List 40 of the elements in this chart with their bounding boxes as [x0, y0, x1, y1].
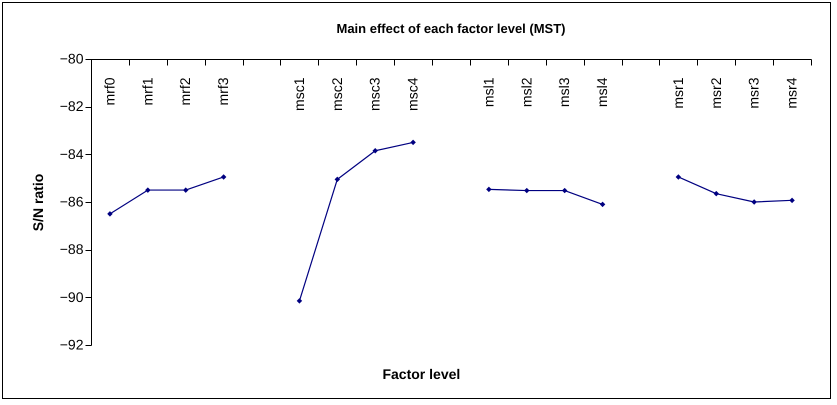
point: [220, 174, 226, 180]
x-tick-label: msl1: [480, 77, 496, 108]
x-tick-label: msl4: [594, 77, 610, 108]
x-tick-label: mrf1: [139, 77, 156, 106]
point: [410, 140, 416, 146]
y-tick-label: −92: [60, 336, 84, 352]
y-tick-label: −88: [60, 241, 84, 258]
x-tick-label: msc4: [404, 77, 421, 111]
y-axis-title: S/N ratio: [30, 174, 46, 232]
point: [334, 176, 340, 182]
x-tick-label: msc1: [290, 77, 307, 111]
point: [789, 198, 795, 204]
y-tick-label: −86: [60, 194, 84, 210]
x-axis-title: Factor level: [382, 366, 460, 382]
chart-title: Main effect of each factor level (MST): [336, 21, 566, 36]
x-tick-label: msc3: [366, 77, 383, 111]
x-tick-label: msl2: [518, 77, 534, 108]
y-tick-label: −82: [60, 98, 84, 114]
point: [751, 199, 757, 205]
point: [714, 190, 719, 196]
point: [600, 202, 606, 208]
point: [107, 211, 113, 217]
y-tick-label: −80: [60, 50, 84, 66]
y-tick-label: −84: [60, 146, 84, 162]
point: [145, 187, 151, 193]
point: [183, 187, 188, 193]
y-tick-label: −90: [60, 288, 84, 305]
x-tick-label: msr4: [784, 77, 800, 109]
x-tick-label: msr3: [746, 77, 762, 109]
x-tick-label: mrf3: [215, 77, 232, 106]
point: [296, 298, 302, 304]
x-tick-label: mrf0: [101, 77, 118, 106]
x-tick-label: msl3: [556, 77, 572, 108]
x-tick-label: msr2: [708, 77, 724, 109]
point: [486, 186, 492, 192]
point: [372, 148, 378, 154]
x-tick-label: msc2: [328, 77, 345, 111]
x-tick-label: mrf2: [177, 77, 194, 106]
point: [676, 174, 682, 180]
x-tick-label: msr1: [670, 77, 686, 109]
